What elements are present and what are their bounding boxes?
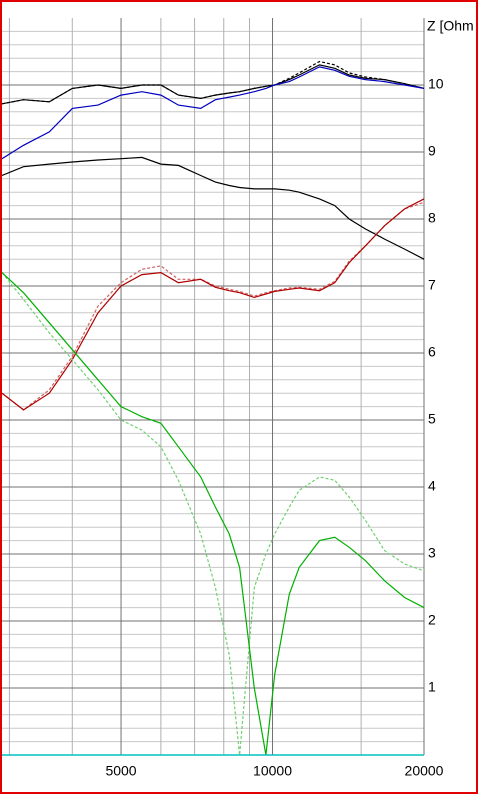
x-tick-label: 20000 — [405, 763, 444, 779]
series-line — [2, 272, 424, 755]
series-line — [2, 156, 424, 260]
y-tick-label: 1 — [428, 679, 436, 695]
y-tick-label: 7 — [428, 277, 436, 293]
y-axis-title: Z [Ohm — [427, 18, 474, 34]
series-line — [2, 64, 424, 105]
x-tick-label: 10000 — [253, 763, 292, 779]
series-line — [2, 198, 424, 411]
plot — [2, 60, 424, 755]
series-line — [2, 272, 424, 755]
labels: Z [Ohm 1 2 3 4 5 6 7 8 9 10 5000 10000 20000 — [105, 18, 473, 779]
x-tick-label: 5000 — [105, 763, 136, 779]
y-tick-label: 2 — [428, 612, 436, 628]
y-tick-label: 6 — [428, 344, 436, 360]
grid — [2, 18, 425, 755]
y-tick-label: 10 — [428, 76, 444, 92]
y-tick-label: 4 — [428, 478, 436, 494]
series-line — [2, 201, 424, 411]
y-tick-label: 8 — [428, 210, 436, 226]
series-line — [2, 66, 424, 160]
y-tick-label: 5 — [428, 411, 436, 427]
y-tick-label: 9 — [428, 143, 436, 159]
y-tick-label: 3 — [428, 545, 436, 561]
